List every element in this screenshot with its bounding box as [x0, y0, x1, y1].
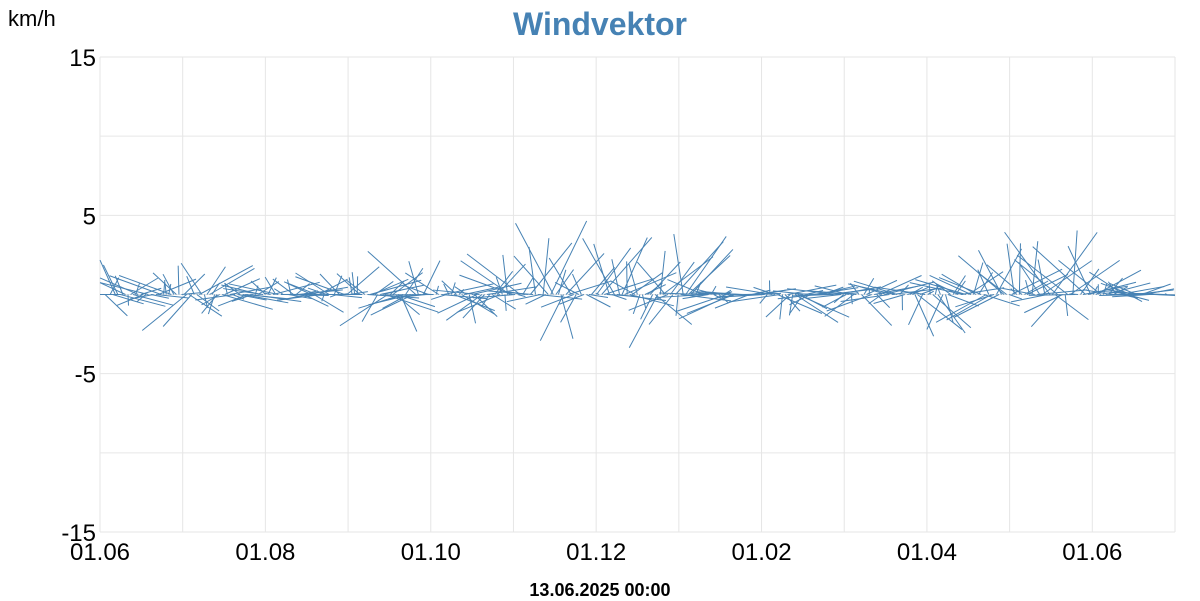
- x-tick-labels: 01.06 01.08 01.10 01.12 01.02 01.04 01.06: [70, 539, 1122, 566]
- wind-vector: [1017, 255, 1068, 294]
- x-tick-label: 01.06: [70, 539, 130, 566]
- wind-vector: [1009, 295, 1022, 300]
- timestamp-label: 13.06.2025 00:00: [0, 580, 1200, 601]
- y-tick-label: -5: [75, 362, 96, 389]
- wind-vector: [469, 295, 475, 324]
- wind-vector: [1165, 294, 1167, 295]
- wind-vector: [119, 275, 171, 294]
- wind-vector: [431, 295, 446, 300]
- wind-vector: [1055, 295, 1088, 320]
- wind-vector: [505, 295, 506, 311]
- wind-vectors: [100, 221, 1175, 348]
- x-tick-label: 01.10: [401, 539, 461, 566]
- wind-vector: [637, 262, 665, 294]
- wind-vector: [687, 295, 734, 314]
- wind-vector: [153, 273, 176, 295]
- wind-vector: [660, 251, 665, 295]
- wind-vector: [947, 295, 992, 320]
- wind-vector: [210, 268, 255, 294]
- wind-vector: [530, 243, 571, 295]
- x-tick-label: 01.04: [897, 539, 957, 566]
- x-tick-label: 01.08: [235, 539, 295, 566]
- wind-vector: [277, 295, 322, 301]
- wind-vector: [915, 295, 934, 337]
- wind-vector: [314, 295, 344, 313]
- wind-vector: [954, 295, 999, 318]
- wind-vector: [1038, 260, 1045, 295]
- wind-vector: [352, 272, 354, 294]
- y-tick-label: 15: [69, 45, 96, 72]
- wind-vector: [927, 295, 943, 330]
- wind-vector: [523, 277, 534, 294]
- wind-vector: [1019, 243, 1020, 294]
- wind-vector: [362, 295, 378, 322]
- wind-vector: [726, 287, 772, 295]
- wind-vector: [629, 295, 657, 348]
- y-tick-labels: 155-5-15: [61, 45, 96, 547]
- y-tick-label: 5: [83, 203, 96, 230]
- wind-vector: [936, 295, 986, 323]
- wind-vector: [1065, 295, 1067, 316]
- wind-vector: [929, 283, 930, 295]
- wind-vector: [642, 295, 645, 309]
- x-tick-label: 01.02: [732, 539, 792, 566]
- wind-vector: [1024, 295, 1062, 313]
- wind-vector: [540, 295, 563, 341]
- wind-vector: [268, 278, 276, 295]
- x-tick-label: 01.12: [566, 539, 626, 566]
- wind-vector: [939, 278, 981, 295]
- wind-vector: [760, 295, 767, 304]
- wind-vector: [543, 238, 549, 294]
- wind-vector: [503, 255, 508, 295]
- wind-vector: [1031, 295, 1060, 327]
- wind-vector: [181, 263, 202, 294]
- x-tick-label: 01.06: [1062, 539, 1122, 566]
- wind-vector: [507, 295, 541, 302]
- wind-vector: [1069, 294, 1078, 295]
- wind-vector: [178, 266, 179, 295]
- wind-vector: [909, 295, 923, 325]
- wind-vector: [827, 295, 872, 312]
